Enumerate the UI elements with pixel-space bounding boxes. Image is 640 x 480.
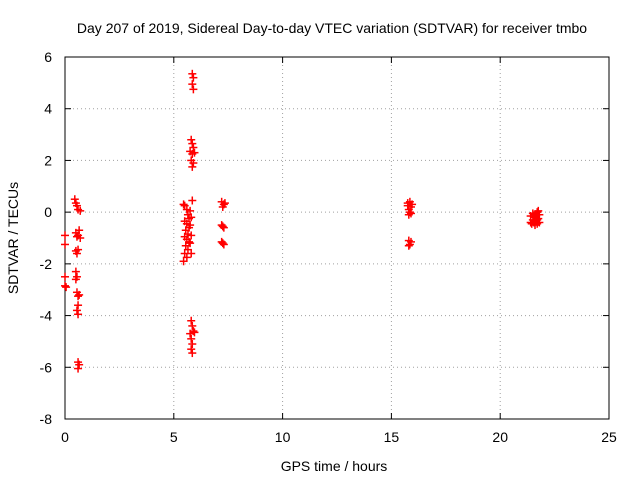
grid-lines — [65, 57, 609, 419]
y-tick-label: 2 — [44, 152, 52, 168]
data-point — [74, 364, 83, 373]
data-point — [187, 156, 196, 165]
y-tick-label: 4 — [44, 101, 52, 117]
y-tick-label: 6 — [44, 49, 52, 65]
data-point — [526, 218, 535, 227]
y-tick-label: 0 — [44, 204, 52, 220]
data-point — [186, 329, 195, 338]
chart-title: Day 207 of 2019, Sidereal Day-to-day VTE… — [77, 20, 587, 36]
data-point — [74, 301, 83, 310]
data-point — [189, 73, 198, 82]
data-point — [187, 316, 196, 325]
data-point — [533, 215, 542, 224]
data-point — [188, 349, 197, 358]
data-point — [70, 195, 79, 204]
x-tick-label: 10 — [275, 429, 291, 445]
data-point — [71, 275, 80, 284]
data-point — [190, 148, 199, 157]
axis-ticks: 0 5 10 15 20 25 -8 -6 -4 -2 0 2 4 6 — [40, 49, 617, 445]
data-point — [188, 162, 197, 171]
data-point — [406, 209, 415, 218]
data-point — [187, 249, 196, 258]
data-point — [218, 222, 227, 231]
data-point — [187, 213, 196, 222]
data-point — [219, 240, 228, 249]
data-point — [72, 249, 81, 258]
data-point — [75, 290, 84, 299]
data-point — [71, 267, 80, 276]
data-point — [61, 240, 69, 249]
data-point — [188, 196, 197, 205]
data-point — [190, 328, 199, 337]
data-points — [61, 69, 544, 373]
data-point — [72, 232, 81, 241]
data-point — [186, 206, 195, 215]
data-point — [186, 239, 195, 248]
data-point — [61, 231, 69, 240]
plot-frame — [64, 56, 610, 420]
data-point — [61, 272, 69, 281]
data-point — [187, 334, 196, 343]
y-tick-label: -8 — [40, 411, 53, 427]
data-point — [535, 210, 544, 219]
x-tick-label: 20 — [492, 429, 508, 445]
data-point — [74, 245, 83, 254]
data-point — [189, 85, 198, 94]
data-point — [534, 206, 543, 215]
data-point — [62, 283, 71, 292]
data-point — [72, 201, 81, 210]
data-point — [179, 200, 188, 209]
data-point — [75, 360, 84, 369]
data-point — [408, 200, 417, 209]
y-axis-label: SDTVAR / TECUs — [5, 182, 21, 294]
x-tick-label: 15 — [384, 429, 400, 445]
data-point — [404, 241, 413, 250]
x-tick-label: 25 — [601, 429, 617, 445]
data-point — [188, 139, 197, 148]
y-tick-label: -4 — [40, 308, 53, 324]
data-point — [61, 281, 69, 290]
data-point — [72, 306, 81, 315]
data-point — [188, 340, 197, 349]
data-point — [187, 231, 196, 240]
data-point — [179, 257, 188, 266]
data-point — [218, 239, 227, 248]
data-point — [187, 345, 196, 354]
data-point — [403, 201, 412, 210]
data-point — [188, 80, 197, 89]
data-point — [220, 199, 229, 208]
y-tick-label: -2 — [40, 256, 53, 272]
y-tick-label: -6 — [40, 359, 53, 375]
data-point — [188, 321, 197, 330]
data-point — [186, 221, 195, 230]
data-point — [188, 69, 197, 78]
data-point — [74, 292, 83, 301]
x-tick-label: 5 — [170, 429, 178, 445]
data-point — [74, 310, 83, 319]
data-point — [187, 135, 196, 144]
x-tick-label: 0 — [61, 429, 69, 445]
x-axis-label: GPS time / hours — [281, 458, 388, 474]
data-point — [219, 223, 228, 232]
data-point — [75, 226, 84, 235]
data-point — [76, 206, 85, 215]
